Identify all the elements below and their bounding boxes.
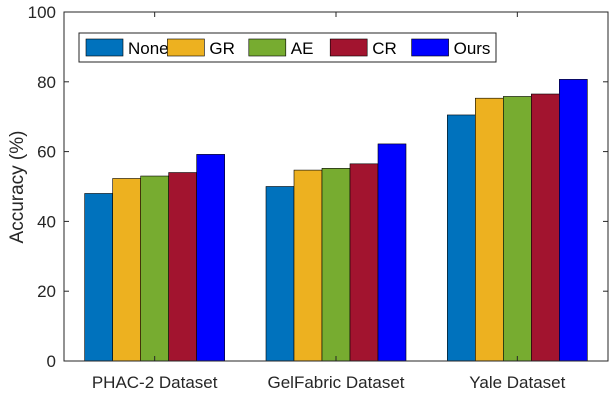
legend-label-ae: AE (291, 39, 314, 58)
bar-ae-1 (140, 175, 169, 362)
axes-group (63, 11, 609, 362)
y-tick-label: 60 (37, 143, 56, 162)
y-tick-label: 80 (37, 73, 56, 92)
bar-ae-3 (503, 96, 532, 362)
x-tick-label: GelFabric Dataset (268, 373, 405, 392)
bar-ours-2 (377, 143, 407, 362)
bar-cr-1 (168, 172, 197, 362)
plot-area-frame (63, 11, 609, 362)
bar-gr-3 (475, 97, 504, 362)
bar-cr-2 (349, 163, 379, 362)
bar-gr-1 (112, 178, 141, 362)
bar-ours-3 (559, 79, 588, 362)
legend-swatch-gr (167, 38, 205, 57)
x-tick-label: Yale Dataset (469, 373, 565, 392)
y-tick-label: 0 (47, 352, 56, 371)
bar-ae-2 (321, 168, 351, 362)
bar-none-2 (265, 186, 295, 362)
tick-labels-group: PHAC-2 Dataset GelFabric Dataset Yale Data… (28, 3, 566, 392)
legend-swatch-cr (329, 38, 368, 57)
bars-group (84, 79, 588, 362)
bar-gr-2 (293, 169, 323, 362)
bar-none-1 (84, 193, 113, 362)
y-tick-label: 100 (28, 3, 56, 22)
legend-label-cr: CR (372, 39, 397, 58)
x-tick-label: PHAC-2 Dataset (92, 373, 218, 392)
y-tick-label: 20 (37, 282, 56, 301)
legend: None GR AE CR Ours (78, 32, 497, 63)
legend-label-ours: Ours (454, 39, 491, 58)
legend-label-gr: GR (209, 39, 235, 58)
legend-swatch-ours (411, 38, 449, 57)
y-axis-title: Accuracy (%) (7, 131, 28, 244)
bar-cr-3 (531, 93, 560, 362)
bar-ours-1 (196, 154, 225, 362)
bar-none-3 (447, 114, 476, 362)
legend-label-none: None (128, 39, 169, 58)
legend-swatch-ae (248, 38, 287, 57)
y-tick-label: 40 (37, 212, 56, 231)
legend-swatch-none (85, 38, 124, 57)
